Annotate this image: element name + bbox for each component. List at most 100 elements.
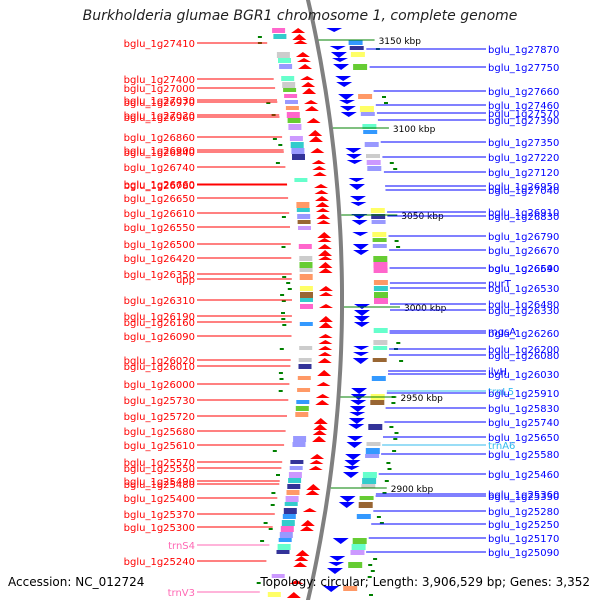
feature-dash [382,492,387,494]
feature-dash [279,348,284,350]
position-label: 3050 kbp [401,212,444,222]
cog-color-block [366,154,380,158]
forward-gene-arrow [304,106,319,111]
cog-color-block [287,484,301,489]
gene-label: mgsA [488,327,516,338]
topology-text: Topology: circular; Length: 3,906,529 bp… [260,575,590,589]
gene-label: bglu_1g26190 [124,312,195,323]
gene-label: bglu_1g26330 [488,306,559,317]
reverse-gene-arrow [350,202,367,206]
forward-gene-arrow [316,220,331,224]
cog-color-block [371,214,386,219]
cog-color-block [373,256,388,262]
cog-color-block [366,442,381,446]
cog-color-block [292,154,305,160]
forward-gene-arrow [292,34,307,40]
cog-color-block [289,136,303,141]
cog-color-block [285,100,298,104]
feature-dash [275,162,280,164]
cog-color-block [300,304,313,309]
feature-dash [368,564,373,566]
cog-color-block [353,64,368,70]
gene-label: bglu_1g26590 [488,264,559,275]
feature-dash [268,528,273,530]
cog-color-block [373,280,388,285]
reverse-gene-arrow [353,316,370,322]
forward-gene-arrow [315,208,330,212]
gene-label: bglu_1g25580 [488,450,559,461]
forward-gene-arrow [300,520,315,526]
feature-dash [278,372,283,374]
forward-gene-arrow [314,190,329,194]
reverse-gene-arrow [336,82,353,87]
forward-gene-arrow [293,40,308,44]
feature-dash [396,342,401,344]
forward-gene-arrow [308,136,323,142]
feature-dash [389,426,394,428]
feature-dash [391,402,396,404]
cog-color-block [286,490,300,495]
gene-label: bglu_1g27460 [488,101,559,112]
gene-label: bglu_1g26010 [124,362,195,373]
reverse-gene-arrow [347,436,364,441]
cog-color-block [283,508,297,514]
forward-gene-arrow [299,526,314,531]
gene-label: bglu_1g25280 [488,507,559,518]
cog-color-block [371,220,386,224]
feature-dash [263,522,268,524]
feature-dash [376,516,381,518]
reverse-gene-arrow [332,58,348,62]
gene-label: bglu_1g27040 [488,186,559,197]
cog-color-block [276,52,290,58]
cog-color-block [294,178,308,182]
forward-gene-arrow [309,460,324,464]
reverse-gene-arrow [335,76,352,81]
reverse-gene-arrow [342,472,359,478]
cog-color-block [298,226,311,230]
reverse-gene-arrow [326,568,343,574]
reverse-gene-arrow [345,148,362,153]
reverse-gene-arrow [352,358,369,364]
gene-label: bglu_1g26420 [124,254,195,265]
gene-label: bglu_1g26910 [488,208,559,219]
cog-color-block [281,76,295,81]
cog-color-block [282,82,296,88]
feature-dash [367,576,372,578]
gene-label: bglu_1g25740 [488,418,559,429]
feature-dash [271,492,276,494]
cog-color-block [288,472,302,478]
cog-color-block [365,448,380,454]
forward-gene-arrow [317,352,332,356]
reverse-gene-arrow [353,250,370,255]
gene-label: bglu_1g25720 [124,412,195,423]
cog-color-block [300,292,313,298]
cog-color-block [293,436,307,442]
cog-color-block [370,400,385,405]
gene-label: bglu_1g27120 [488,168,559,179]
map-title: Burkholderia glumae BGR1 chromosome 1, c… [82,8,518,24]
cog-color-block [278,538,292,542]
feature-dash [278,144,283,146]
forward-gene-arrow [318,286,333,291]
gene-label: trnA6 [488,441,515,452]
cog-color-block [343,586,358,591]
cog-color-block [285,106,299,110]
cog-color-block [277,544,291,550]
feature-dash [394,240,399,242]
gene-label: bglu_1g25480 [124,480,195,491]
reverse-gene-arrow [326,28,343,32]
gene-label: bglu_1g26020 [124,356,195,367]
gene-label: bglu_1g25240 [124,557,195,568]
forward-gene-arrow [297,58,311,62]
reverse-gene-arrow [348,178,365,182]
forward-gene-arrow [302,508,317,512]
reverse-gene-arrow [348,418,365,424]
cog-color-block [372,238,387,242]
reverse-gene-arrow [349,412,366,416]
forward-gene-arrow [293,562,308,567]
feature-dash [389,162,394,164]
gene-label: bglu_1g26610 [124,209,195,220]
reverse-gene-arrow [339,100,356,104]
cog-color-block [300,298,313,302]
